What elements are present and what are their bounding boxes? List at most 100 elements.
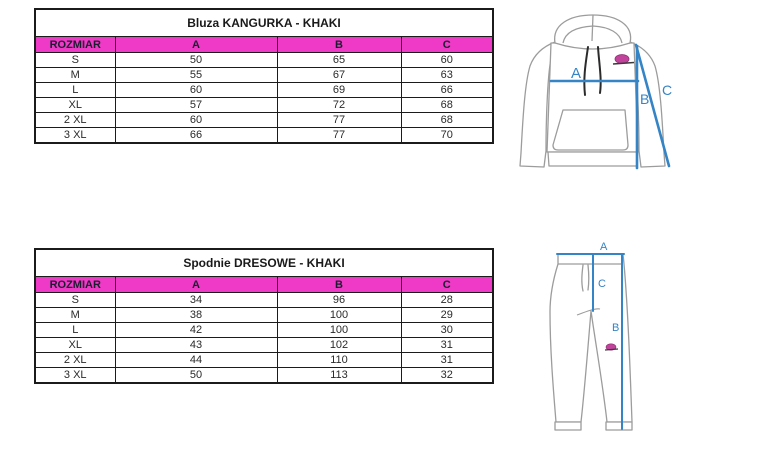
value-cell: 60	[114, 112, 278, 128]
hoodie-hem-band	[547, 151, 638, 167]
measure-label-b: B	[612, 322, 619, 334]
table-row: S 34 96 28	[34, 292, 494, 308]
value-cell: 57	[114, 97, 278, 113]
value-cell: 100	[276, 307, 402, 323]
table-row: XL 43 102 31	[34, 337, 494, 353]
column-header-b: B	[276, 276, 402, 293]
value-cell: 96	[276, 292, 402, 308]
pants-right-cuff	[605, 421, 633, 431]
measure-label-c: C	[662, 82, 672, 98]
value-cell: 100	[276, 322, 402, 338]
size-cell: L	[34, 322, 116, 338]
table-row: L 42 100 30	[34, 322, 494, 338]
table-body: S 34 96 28 M 38 100 29 L 42 100 30 XL 43 102 31 2 XL 44 11…	[34, 292, 494, 384]
value-cell: 77	[276, 112, 402, 128]
value-cell: 28	[400, 292, 494, 308]
value-cell: 69	[276, 82, 402, 98]
table-title: Bluza KANGURKA - KHAKI	[34, 8, 494, 37]
size-cell: 2 XL	[34, 112, 116, 128]
value-cell: 43	[114, 337, 278, 353]
value-cell: 110	[276, 352, 402, 368]
pants-measurement-diagram: A C B	[549, 241, 633, 431]
pants-left-cuff	[554, 421, 582, 431]
value-cell: 38	[114, 307, 278, 323]
value-cell: 31	[400, 352, 494, 368]
measure-label-a: A	[571, 65, 581, 82]
table-row: XL 57 72 68	[34, 97, 494, 113]
size-cell: L	[34, 82, 116, 98]
hoodie-measurement-diagram: A B C	[519, 14, 672, 170]
column-header-c: C	[400, 36, 494, 53]
table-title-row: Bluza KANGURKA - KHAKI	[34, 8, 494, 37]
size-cell: XL	[34, 337, 116, 353]
brand-logo-icon	[612, 54, 635, 65]
size-cell: 2 XL	[34, 352, 116, 368]
size-table-bluza: Bluza KANGURKA - KHAKI ROZMIAR A B C S 50…	[34, 8, 494, 144]
table-row: 3 XL 66 77 70	[34, 127, 494, 144]
value-cell: 63	[400, 67, 494, 83]
value-cell: 42	[114, 322, 278, 338]
table-row: 2 XL 44 110 31	[34, 352, 494, 368]
value-cell: 77	[276, 127, 402, 144]
value-cell: 30	[400, 322, 494, 338]
measure-label-a: A	[600, 241, 608, 253]
size-cell: S	[34, 52, 116, 68]
table-header-row: ROZMIAR A B C	[34, 36, 494, 53]
table-row: M 55 67 63	[34, 67, 494, 83]
value-cell: 50	[114, 52, 278, 68]
value-cell: 34	[114, 292, 278, 308]
value-cell: 60	[114, 82, 278, 98]
column-header-b: B	[276, 36, 402, 53]
measure-label-c: C	[598, 278, 606, 290]
value-cell: 68	[400, 97, 494, 113]
value-cell: 65	[276, 52, 402, 68]
value-cell: 102	[276, 337, 402, 353]
value-cell: 31	[400, 337, 494, 353]
value-cell: 70	[400, 127, 494, 144]
value-cell: 55	[114, 67, 278, 83]
hoodie-left-sleeve	[519, 41, 556, 168]
hoodie-hood-seam	[591, 14, 594, 42]
size-cell: 3 XL	[34, 367, 116, 384]
column-header-a: A	[114, 276, 278, 293]
table-row: M 38 100 29	[34, 307, 494, 323]
value-cell: 44	[114, 352, 278, 368]
value-cell: 72	[276, 97, 402, 113]
table-title: Spodnie DRESOWE - KHAKI	[34, 248, 494, 277]
table-row: 3 XL 50 113 32	[34, 367, 494, 384]
pants-outline	[549, 253, 633, 423]
size-cell: XL	[34, 97, 116, 113]
table-header-row: ROZMIAR A B C	[34, 276, 494, 293]
value-cell: 50	[114, 367, 278, 384]
measure-label-b: B	[640, 91, 649, 107]
column-header-rozmiar: ROZMIAR	[34, 276, 116, 293]
value-cell: 32	[400, 367, 494, 384]
size-cell: M	[34, 307, 116, 323]
measure-line-c	[634, 43, 671, 168]
value-cell: 66	[114, 127, 278, 144]
column-header-c: C	[400, 276, 494, 293]
table-title-row: Spodnie DRESOWE - KHAKI	[34, 248, 494, 277]
hoodie-kangaroo-pocket	[552, 109, 629, 151]
table-row: S 50 65 60	[34, 52, 494, 68]
column-header-rozmiar: ROZMIAR	[34, 36, 116, 53]
column-header-a: A	[114, 36, 278, 53]
size-cell: M	[34, 67, 116, 83]
value-cell: 67	[276, 67, 402, 83]
value-cell: 29	[400, 307, 494, 323]
pants-crotch-crease	[576, 308, 601, 316]
hoodie-drawstrings	[583, 46, 602, 96]
value-cell: 66	[400, 82, 494, 98]
table-body: S 50 65 60 M 55 67 63 L 60 69 66 XL 57 72 68 2 XL 60 77 68 3…	[34, 52, 494, 144]
table-row: 2 XL 60 77 68	[34, 112, 494, 128]
value-cell: 113	[276, 367, 402, 384]
value-cell: 68	[400, 112, 494, 128]
value-cell: 60	[400, 52, 494, 68]
brand-logo-icon	[604, 343, 619, 351]
size-cell: S	[34, 292, 116, 308]
pants-drawstrings	[581, 264, 590, 292]
table-row: L 60 69 66	[34, 82, 494, 98]
size-cell: 3 XL	[34, 127, 116, 144]
